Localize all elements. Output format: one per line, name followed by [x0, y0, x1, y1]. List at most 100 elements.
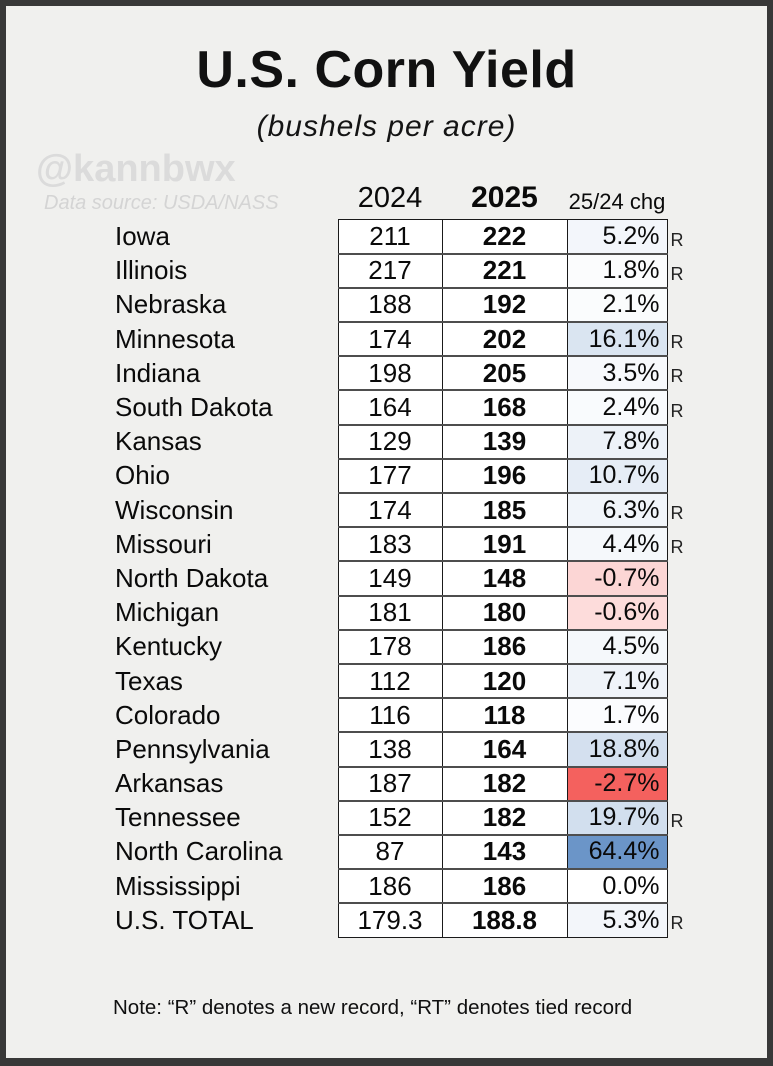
yield-2024-cell: 152 — [337, 799, 443, 836]
yield-2025-cell: 120 — [441, 662, 568, 700]
state-label: Michigan — [115, 597, 220, 628]
yield-2025-cell: 192 — [441, 286, 568, 324]
chg-cell: 2.4% — [566, 389, 668, 426]
state-label: Tennessee — [115, 802, 241, 833]
chg-cell: 18.8% — [566, 731, 668, 768]
record-marker — [667, 767, 693, 801]
col-header-2025: 2025 — [471, 181, 538, 214]
record-marker — [667, 596, 693, 630]
page-title: U.S. Corn Yield — [196, 41, 577, 99]
state-label: North Dakota — [115, 562, 269, 593]
yield-2025-cell: 196 — [441, 457, 568, 495]
state-label: South Dakota — [115, 392, 273, 423]
yield-2024-cell: 187 — [337, 765, 443, 802]
yield-2025-cell: 168 — [441, 389, 568, 426]
table-row: Tennessee 152 182 19.7% R — [113, 799, 693, 836]
record-note: Note: “R” denotes a new record, “RT” den… — [113, 996, 633, 1019]
table-row: Michigan 181 180 -0.6% — [113, 594, 693, 631]
yield-2025-cell: 186 — [441, 868, 568, 905]
state-label: Nebraska — [115, 289, 227, 320]
header-row: 2024 2025 25/24 chg — [113, 181, 693, 220]
chg-cell: 0.0% — [566, 868, 668, 905]
yield-2025-cell: 185 — [441, 491, 568, 529]
record-marker: R — [670, 263, 684, 284]
state-label: U.S. TOTAL — [115, 904, 254, 935]
table-row: North Dakota 149 148 -0.7% — [113, 560, 693, 597]
record-marker — [667, 630, 693, 664]
state-label: Colorado — [115, 699, 221, 730]
yield-2024-cell: 183 — [337, 526, 443, 563]
chg-cell: 7.1% — [566, 662, 668, 700]
table-row: North Carolina 87 143 64.4% — [113, 833, 693, 871]
record-marker: R — [670, 503, 684, 524]
yield-2024-cell: 116 — [337, 697, 443, 734]
yield-2025-cell: 182 — [441, 765, 568, 802]
record-marker — [667, 869, 693, 903]
yield-2024-cell: 112 — [337, 662, 443, 700]
state-label: Kentucky — [115, 631, 222, 662]
table-row: Indiana 198 205 3.5% R — [113, 355, 693, 392]
yield-2024-cell: 181 — [337, 594, 443, 631]
table-row: Pennsylvania 138 164 18.8% — [113, 731, 693, 768]
state-label: Texas — [115, 665, 183, 696]
yield-2024-cell: 198 — [337, 355, 443, 392]
yield-2025-cell: 139 — [441, 423, 568, 460]
chg-cell: -0.7% — [566, 560, 668, 597]
state-label: Kansas — [115, 426, 202, 457]
watermark-handle: @kannbwx — [36, 148, 236, 190]
record-marker: R — [670, 810, 684, 831]
yield-2024-cell: 129 — [337, 423, 443, 460]
header-record-spacer — [667, 181, 693, 220]
chg-cell: -0.6% — [566, 594, 668, 631]
yield-2024-cell: 177 — [337, 457, 443, 495]
table-row: Missouri 183 191 4.4% R — [113, 526, 693, 563]
yield-2025-cell: 143 — [441, 833, 568, 871]
yield-2025-cell: 164 — [441, 731, 568, 768]
table-row: Kansas 129 139 7.8% — [113, 423, 693, 460]
state-label: Illinois — [115, 255, 188, 286]
chg-cell: 16.1% — [566, 321, 668, 358]
chg-cell: 2.1% — [566, 286, 668, 324]
chg-cell: 4.4% — [566, 526, 668, 563]
table-row: Arkansas 187 182 -2.7% — [113, 765, 693, 802]
record-marker — [667, 288, 693, 322]
yield-2025-cell: 221 — [441, 252, 568, 289]
state-label: Ohio — [115, 460, 170, 491]
chg-cell: 19.7% — [566, 799, 668, 836]
table-row: Minnesota 174 202 16.1% R — [113, 321, 693, 358]
record-marker: R — [670, 400, 684, 421]
state-label: Indiana — [115, 357, 201, 388]
chg-cell: 7.8% — [566, 423, 668, 460]
table-row: Wisconsin 174 185 6.3% R — [113, 491, 693, 529]
table-row: Colorado 116 118 1.7% — [113, 697, 693, 734]
table-row: Kentucky 178 186 4.5% — [113, 628, 693, 665]
yield-2024-cell: 87 — [337, 833, 443, 871]
chg-cell: 6.3% — [566, 491, 668, 529]
table-row: South Dakota 164 168 2.4% R — [113, 389, 693, 426]
yield-2025-cell: 182 — [441, 799, 568, 836]
table-row: Texas 112 120 7.1% — [113, 662, 693, 700]
yield-2024-cell: 164 — [337, 389, 443, 426]
yield-2025-cell: 222 — [441, 218, 568, 255]
header-state-spacer — [113, 181, 338, 220]
record-marker — [667, 561, 693, 595]
state-label: North Carolina — [115, 836, 283, 867]
yield-2025-cell: 188.8 — [441, 902, 568, 938]
state-label: Missouri — [115, 528, 212, 559]
yield-2024-cell: 188 — [337, 286, 443, 324]
yield-2024-cell: 178 — [337, 628, 443, 665]
yield-2024-cell: 186 — [337, 868, 443, 905]
table-row: Ohio 177 196 10.7% — [113, 457, 693, 495]
chg-cell: 64.4% — [566, 833, 668, 871]
col-header-2024: 2024 — [357, 182, 423, 214]
yield-2025-cell: 180 — [441, 594, 568, 631]
record-marker — [667, 425, 693, 459]
state-label: Mississippi — [115, 870, 241, 901]
yield-2024-cell: 217 — [337, 252, 443, 289]
yield-2024-cell: 179.3 — [337, 902, 443, 938]
yield-2024-cell: 149 — [337, 560, 443, 597]
state-label: Minnesota — [115, 323, 235, 354]
chg-cell: 1.7% — [566, 697, 668, 734]
data-source-label: Data source: USDA/NASS — [44, 192, 279, 214]
